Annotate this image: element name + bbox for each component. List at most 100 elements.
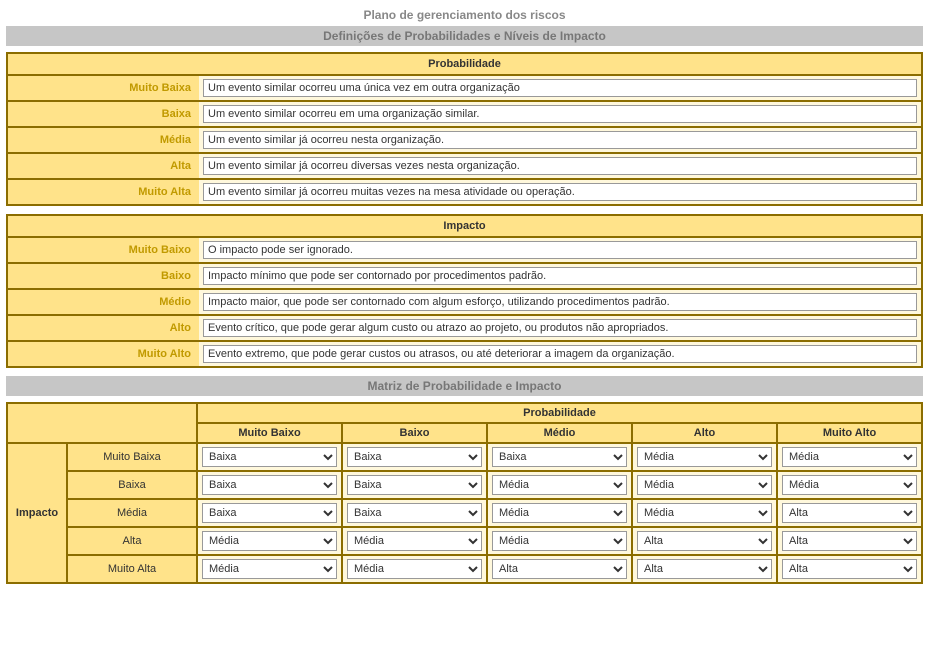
impact-def-input[interactable] <box>203 267 917 285</box>
matrix-cell: BaixaMédiaAlta <box>632 471 777 499</box>
matrix-col-header: Alto <box>632 423 777 443</box>
probability-panel-title: Probabilidade <box>8 54 921 76</box>
probability-def-label: Baixa <box>8 102 199 126</box>
matrix-cell-select[interactable]: BaixaMédiaAlta <box>492 559 627 579</box>
matrix-cell: BaixaMédiaAlta <box>777 471 922 499</box>
matrix-cell-select[interactable]: BaixaMédiaAlta <box>202 531 337 551</box>
matrix-cell-select[interactable]: BaixaMédiaAlta <box>492 475 627 495</box>
probability-def-row: Muito Baixa <box>8 76 921 102</box>
section-header-matrix: Matriz de Probabilidade e Impacto <box>6 376 923 396</box>
matrix-cell-select[interactable]: BaixaMédiaAlta <box>492 531 627 551</box>
matrix-cell-select[interactable]: BaixaMédiaAlta <box>782 503 917 523</box>
matrix-table: Probabilidade Muito BaixoBaixoMédioAltoM… <box>6 402 923 584</box>
matrix-row: AltaBaixaMédiaAltaBaixaMédiaAltaBaixaMéd… <box>7 527 922 555</box>
probability-def-input[interactable] <box>203 157 917 175</box>
matrix-cell: BaixaMédiaAlta <box>632 527 777 555</box>
matrix-cell-select[interactable]: BaixaMédiaAlta <box>202 475 337 495</box>
probability-def-label: Muito Baixa <box>8 76 199 100</box>
matrix-cell: BaixaMédiaAlta <box>777 527 922 555</box>
impact-def-input-wrap <box>199 316 921 340</box>
impact-def-input-wrap <box>199 342 921 366</box>
matrix-cell: BaixaMédiaAlta <box>632 555 777 583</box>
matrix-cell: BaixaMédiaAlta <box>777 499 922 527</box>
matrix-cell: BaixaMédiaAlta <box>487 443 632 471</box>
probability-def-row: Média <box>8 128 921 154</box>
matrix-cell-select[interactable]: BaixaMédiaAlta <box>637 503 772 523</box>
impact-def-input[interactable] <box>203 241 917 259</box>
matrix-prob-header: Probabilidade <box>197 403 922 423</box>
matrix-cell-select[interactable]: BaixaMédiaAlta <box>637 531 772 551</box>
impact-def-label: Alto <box>8 316 199 340</box>
probability-panel: Probabilidade Muito BaixaBaixaMédiaAltaM… <box>6 52 923 206</box>
impact-def-label: Muito Alto <box>8 342 199 366</box>
matrix-cell-select[interactable]: BaixaMédiaAlta <box>202 559 337 579</box>
probability-def-row: Baixa <box>8 102 921 128</box>
matrix-cell-select[interactable]: BaixaMédiaAlta <box>347 531 482 551</box>
matrix-row: Muito AltaBaixaMédiaAltaBaixaMédiaAltaBa… <box>7 555 922 583</box>
impact-panel-title: Impacto <box>8 216 921 238</box>
matrix-cell-select[interactable]: BaixaMédiaAlta <box>347 475 482 495</box>
probability-def-input-wrap <box>199 180 921 204</box>
impact-def-input[interactable] <box>203 293 917 311</box>
matrix-cell-select[interactable]: BaixaMédiaAlta <box>202 447 337 467</box>
matrix-cell-select[interactable]: BaixaMédiaAlta <box>637 559 772 579</box>
probability-def-input-wrap <box>199 102 921 126</box>
matrix-cell-select[interactable]: BaixaMédiaAlta <box>637 447 772 467</box>
matrix-impact-header: Impacto <box>7 443 67 583</box>
matrix-cell: BaixaMédiaAlta <box>487 527 632 555</box>
matrix-cell: BaixaMédiaAlta <box>487 499 632 527</box>
probability-def-input-wrap <box>199 128 921 152</box>
impact-def-row: Médio <box>8 290 921 316</box>
probability-def-label: Média <box>8 128 199 152</box>
matrix-cell: BaixaMédiaAlta <box>197 443 342 471</box>
matrix-cell: BaixaMédiaAlta <box>197 471 342 499</box>
matrix-cell: BaixaMédiaAlta <box>342 443 487 471</box>
matrix-cell-select[interactable]: BaixaMédiaAlta <box>782 559 917 579</box>
matrix-cell: BaixaMédiaAlta <box>487 471 632 499</box>
matrix-cell-select[interactable]: BaixaMédiaAlta <box>782 531 917 551</box>
impact-panel: Impacto Muito BaixoBaixoMédioAltoMuito A… <box>6 214 923 368</box>
probability-def-input[interactable] <box>203 79 917 97</box>
impact-def-label: Baixo <box>8 264 199 288</box>
matrix-cell: BaixaMédiaAlta <box>487 555 632 583</box>
impact-def-row: Alto <box>8 316 921 342</box>
probability-def-input[interactable] <box>203 131 917 149</box>
matrix-cell: BaixaMédiaAlta <box>197 527 342 555</box>
matrix-cell-select[interactable]: BaixaMédiaAlta <box>202 503 337 523</box>
impact-def-input[interactable] <box>203 345 917 363</box>
matrix-cell-select[interactable]: BaixaMédiaAlta <box>782 447 917 467</box>
matrix-row-header: Média <box>67 499 197 527</box>
matrix-cell: BaixaMédiaAlta <box>632 499 777 527</box>
matrix-cell-select[interactable]: BaixaMédiaAlta <box>347 447 482 467</box>
matrix-cell-select[interactable]: BaixaMédiaAlta <box>347 503 482 523</box>
probability-def-input-wrap <box>199 76 921 100</box>
probability-def-label: Muito Alta <box>8 180 199 204</box>
matrix-cell-select[interactable]: BaixaMédiaAlta <box>492 447 627 467</box>
impact-def-input-wrap <box>199 290 921 314</box>
impact-def-label: Muito Baixo <box>8 238 199 262</box>
impact-def-input[interactable] <box>203 319 917 337</box>
matrix-cell-select[interactable]: BaixaMédiaAlta <box>637 475 772 495</box>
page-title: Plano de gerenciamento dos riscos <box>6 8 923 22</box>
matrix-col-header: Baixo <box>342 423 487 443</box>
matrix-row-header: Muito Alta <box>67 555 197 583</box>
matrix-cell-select[interactable]: BaixaMédiaAlta <box>492 503 627 523</box>
impact-def-row: Muito Baixo <box>8 238 921 264</box>
matrix-cell-select[interactable]: BaixaMédiaAlta <box>347 559 482 579</box>
matrix-cell: BaixaMédiaAlta <box>342 555 487 583</box>
probability-def-input[interactable] <box>203 105 917 123</box>
matrix-corner <box>7 403 197 443</box>
probability-def-input[interactable] <box>203 183 917 201</box>
probability-def-input-wrap <box>199 154 921 178</box>
matrix-cell: BaixaMédiaAlta <box>342 527 487 555</box>
matrix-row: BaixaBaixaMédiaAltaBaixaMédiaAltaBaixaMé… <box>7 471 922 499</box>
matrix-cell-select[interactable]: BaixaMédiaAlta <box>782 475 917 495</box>
impact-def-row: Muito Alto <box>8 342 921 366</box>
impact-def-input-wrap <box>199 264 921 288</box>
matrix-row-header: Baixa <box>67 471 197 499</box>
matrix-cell: BaixaMédiaAlta <box>342 499 487 527</box>
impact-def-label: Médio <box>8 290 199 314</box>
matrix-cell: BaixaMédiaAlta <box>197 499 342 527</box>
probability-def-row: Alta <box>8 154 921 180</box>
section-header-definitions: Definições de Probabilidades e Níveis de… <box>6 26 923 46</box>
